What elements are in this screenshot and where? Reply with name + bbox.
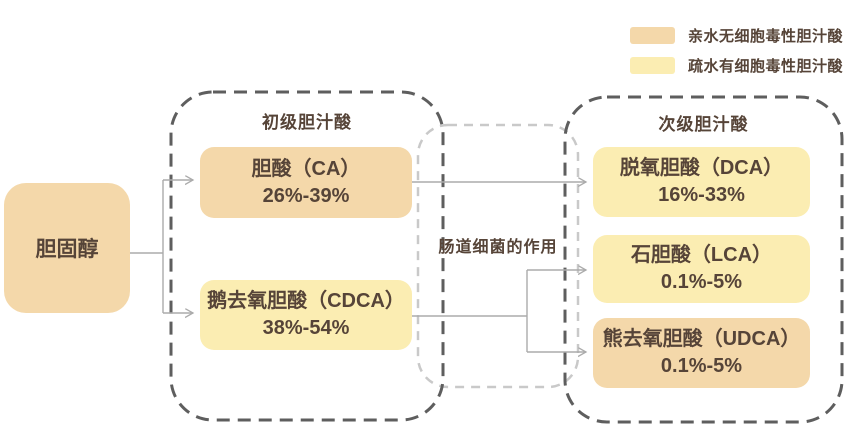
node-lca-label: 石胆酸（LCA）: [630, 244, 773, 266]
node-ca-label: 胆酸（CA）: [251, 157, 361, 180]
node-cholesterol: 胆固醇: [4, 183, 130, 313]
node-cdca: 鹅去氧胆酸（CDCA） 38%-54%: [200, 280, 412, 350]
node-udca-range: 0.1%-5%: [660, 355, 743, 377]
legend-item-hydrophobic: 疏水有细胞毒性胆汁酸: [630, 57, 844, 75]
node-lca-range: 0.1%-5%: [660, 271, 743, 293]
node-cdca-range: 38%-54%: [262, 317, 350, 339]
primary-group-border: [169, 90, 445, 422]
node-dca-label: 脱氧胆酸（DCA）: [619, 157, 784, 179]
legend-swatch-hydrophilic: [630, 27, 675, 44]
connector-cholesterol-branch: [130, 180, 164, 313]
node-dca: 脱氧胆酸（DCA） 16%-33%: [593, 147, 810, 217]
connector-cdca-branch: [412, 270, 528, 352]
bacteria-group-title: 肠道细菌的作用: [438, 239, 558, 256]
legend-label-hydrophilic: 亲水无细胞毒性胆汁酸: [688, 28, 844, 45]
node-udca-label: 熊去氧胆酸（UDCA）: [602, 328, 801, 350]
bacteria-group-border: [416, 123, 580, 389]
legend-item-hydrophilic: 亲水无细胞毒性胆汁酸: [630, 27, 844, 45]
node-cholesterol-label: 胆固醇: [35, 238, 99, 261]
primary-group-title: 初级胆汁酸: [262, 113, 352, 132]
node-lca: 石胆酸（LCA） 0.1%-5%: [593, 235, 810, 303]
node-cdca-label: 鹅去氧胆酸（CDCA）: [207, 290, 405, 312]
node-udca: 熊去氧胆酸（UDCA） 0.1%-5%: [593, 318, 810, 388]
node-ca: 胆酸（CA） 26%-39%: [200, 147, 412, 218]
node-dca-range: 16%-33%: [658, 184, 745, 206]
legend-label-hydrophobic: 疏水有细胞毒性胆汁酸: [688, 58, 844, 75]
secondary-group-title: 次级胆汁酸: [658, 115, 749, 134]
legend-swatch-hydrophobic: [630, 57, 675, 74]
node-ca-range: 26%-39%: [262, 184, 350, 207]
secondary-group-border: [563, 95, 844, 424]
